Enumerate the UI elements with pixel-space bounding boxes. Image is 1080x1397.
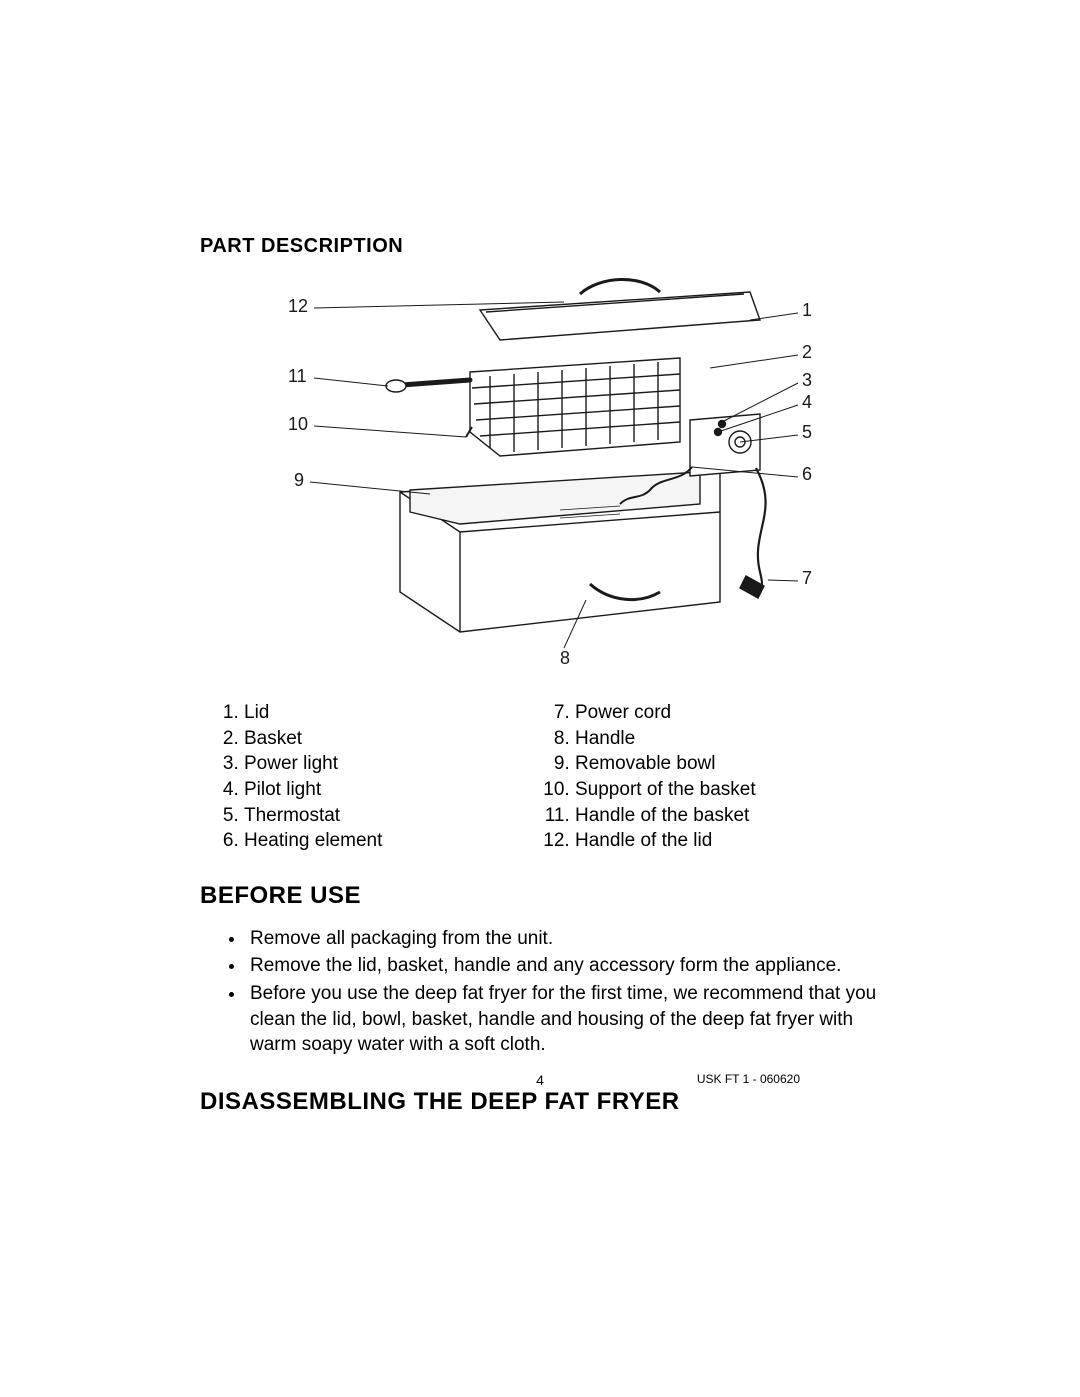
part-item: Thermostat <box>244 803 549 829</box>
before-use-list: Remove all packaging from the unit.Remov… <box>200 926 880 1058</box>
fryer-diagram-svg: 123456712111098 <box>260 272 820 672</box>
before-use-item: Before you use the deep fat fryer for th… <box>246 981 880 1058</box>
heading-before-use: BEFORE USE <box>200 882 880 910</box>
part-item: Basket <box>244 726 549 752</box>
parts-list: LidBasketPower lightPilot lightThermosta… <box>200 700 880 854</box>
callout-number: 10 <box>288 414 308 434</box>
part-item: Heating element <box>244 828 549 854</box>
callout-number: 5 <box>802 422 812 442</box>
callout-number: 11 <box>288 366 307 386</box>
callout-number: 8 <box>560 648 570 668</box>
part-item: Lid <box>244 700 549 726</box>
callout-number: 12 <box>288 296 308 316</box>
heading-disassembling: DISASSEMBLING THE DEEP FAT FRYER <box>200 1088 880 1116</box>
exploded-diagram: 123456712111098 <box>260 272 820 672</box>
parts-list-left: LidBasketPower lightPilot lightThermosta… <box>218 700 549 854</box>
document-code: USK FT 1 - 060620 <box>697 1072 800 1086</box>
part-item: Power cord <box>575 700 880 726</box>
before-use-item: Remove all packaging from the unit. <box>246 926 880 952</box>
part-item: Support of the basket <box>575 777 880 803</box>
callout-number: 9 <box>294 470 304 490</box>
part-item: Removable bowl <box>575 751 880 777</box>
callout-number: 1 <box>802 300 812 320</box>
parts-list-right: Power cordHandleRemovable bowlSupport of… <box>549 700 880 854</box>
callout-number: 6 <box>802 464 812 484</box>
part-item: Handle of the basket <box>575 803 880 829</box>
callout-number: 4 <box>802 392 812 412</box>
callout-number: 3 <box>802 370 812 390</box>
part-item: Handle of the lid <box>575 828 880 854</box>
page-content: PART DESCRIPTION <box>200 235 880 1132</box>
callout-number: 2 <box>802 342 812 362</box>
callout-number: 7 <box>802 568 812 588</box>
before-use-item: Remove the lid, basket, handle and any a… <box>246 953 880 979</box>
page-number: 4 <box>0 1072 1080 1088</box>
part-item: Power light <box>244 751 549 777</box>
part-item: Pilot light <box>244 777 549 803</box>
heading-part-description: PART DESCRIPTION <box>200 235 880 258</box>
part-item: Handle <box>575 726 880 752</box>
